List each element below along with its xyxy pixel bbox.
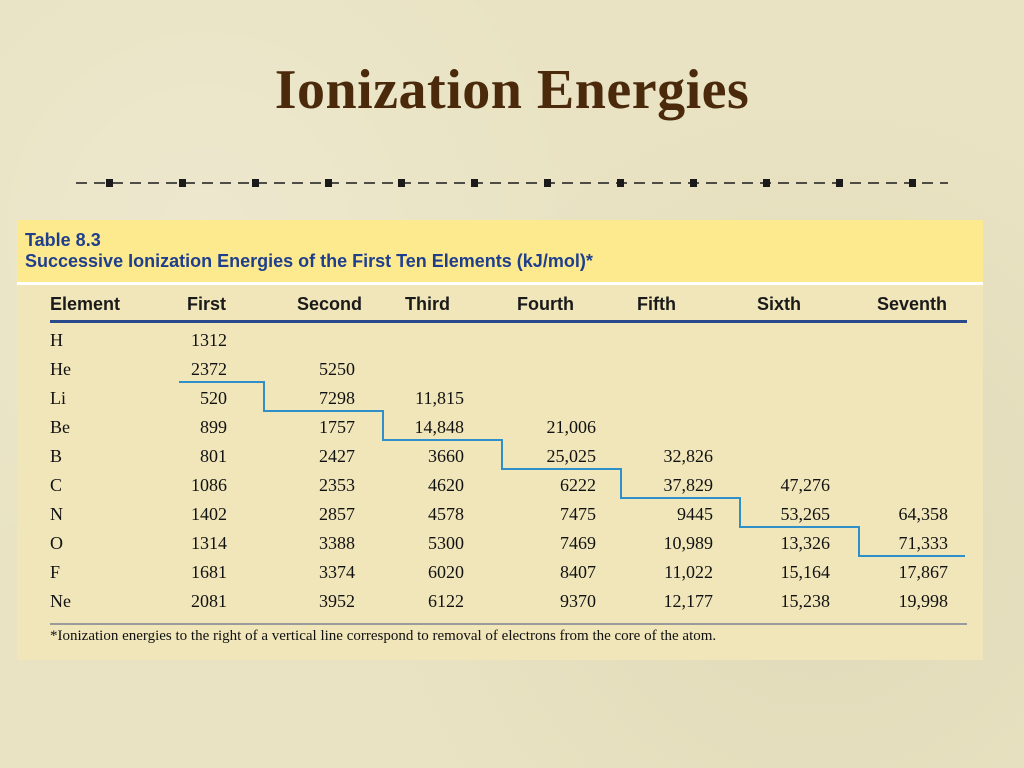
ionization-value: 9370 — [560, 591, 596, 611]
ionization-value: 520 — [200, 388, 227, 408]
element-symbol: H — [50, 330, 63, 350]
slide-title: Ionization Energies — [274, 59, 750, 121]
column-header-third: Third — [405, 294, 450, 314]
divider-marker — [617, 179, 624, 187]
table-footnote: *Ionization energies to the right of a v… — [50, 628, 717, 644]
ionization-value: 15,238 — [780, 591, 831, 611]
element-symbol: Ne — [50, 591, 71, 611]
column-header-fourth: Fourth — [517, 294, 574, 314]
column-header-element: Element — [50, 294, 121, 314]
divider-marker — [690, 179, 697, 187]
ionization-value: 2427 — [319, 446, 355, 466]
element-symbol: N — [50, 504, 63, 524]
ionization-value: 19,998 — [898, 591, 949, 611]
table-number: Table 8.3 — [25, 230, 101, 250]
divider-marker — [106, 179, 113, 187]
column-header-sixth: Sixth — [757, 294, 802, 314]
ionization-value: 15,164 — [780, 562, 831, 582]
ionization-value: 64,358 — [898, 504, 949, 524]
decorative-divider — [76, 179, 948, 187]
ionization-value: 1402 — [191, 504, 227, 524]
ionization-value: 9445 — [677, 504, 713, 524]
ionization-value: 25,025 — [546, 446, 597, 466]
ionization-value: 13,326 — [780, 533, 831, 553]
element-symbol: O — [50, 533, 63, 553]
ionization-value: 6222 — [560, 475, 596, 495]
divider-marker — [763, 179, 770, 187]
ionization-value: 3660 — [428, 446, 464, 466]
divider-marker — [544, 179, 551, 187]
ionization-value: 12,177 — [663, 591, 714, 611]
ionization-value: 2353 — [319, 475, 355, 495]
ionization-value: 37,829 — [663, 475, 714, 495]
ionization-value: 3374 — [319, 562, 355, 582]
divider-marker — [179, 179, 186, 187]
ionization-value: 53,265 — [780, 504, 831, 524]
ionization-value: 7475 — [560, 504, 596, 524]
divider-marker — [909, 179, 916, 187]
column-header-fifth: Fifth — [637, 294, 676, 314]
table-panel: Table 8.3 Successive Ionization Energies… — [17, 220, 983, 660]
core-electron-stair-line — [179, 381, 965, 557]
ionization-value: 8407 — [560, 562, 596, 582]
ionization-value: 21,006 — [546, 417, 597, 437]
ionization-value: 7469 — [560, 533, 596, 553]
ionization-value: 1681 — [191, 562, 227, 582]
table-caption: Successive Ionization Energies of the Fi… — [25, 251, 593, 271]
divider-marker — [325, 179, 332, 187]
ionization-value: 3952 — [319, 591, 355, 611]
ionization-value: 17,867 — [898, 562, 949, 582]
ionization-value: 32,826 — [663, 446, 714, 466]
ionization-value: 1312 — [191, 330, 227, 350]
ionization-value: 6122 — [428, 591, 464, 611]
element-symbol: Li — [50, 388, 66, 408]
ionization-value: 11,815 — [415, 388, 464, 408]
divider-marker — [471, 179, 478, 187]
ionization-value: 1757 — [319, 417, 355, 437]
divider-marker — [398, 179, 405, 187]
column-header-seventh: Seventh — [877, 294, 948, 314]
ionization-value: 3388 — [319, 533, 355, 553]
element-symbol: Be — [50, 417, 70, 437]
ionization-value: 801 — [200, 446, 227, 466]
element-symbol: F — [50, 562, 61, 582]
footer-rule — [50, 623, 967, 625]
ionization-value: 2081 — [191, 591, 227, 611]
ionization-value: 4620 — [428, 475, 464, 495]
divider-marker — [836, 179, 843, 187]
element-symbol: He — [50, 359, 71, 379]
ionization-value: 2857 — [319, 504, 355, 524]
ionization-value: 5250 — [319, 359, 355, 379]
ionization-value: 2372 — [191, 359, 227, 379]
column-header-first: First — [187, 294, 227, 314]
ionization-value: 4578 — [428, 504, 464, 524]
ionization-value: 5300 — [428, 533, 464, 553]
divider-marker — [252, 179, 259, 187]
ionization-value: 7298 — [319, 388, 355, 408]
ionization-value: 14,848 — [414, 417, 465, 437]
ionization-value: 47,276 — [780, 475, 831, 495]
ionization-value: 10,989 — [663, 533, 714, 553]
ionization-value: 11,022 — [664, 562, 713, 582]
ionization-value: 6020 — [428, 562, 464, 582]
table-header-band: Table 8.3 Successive Ionization Energies… — [17, 220, 983, 285]
ionization-value: 1086 — [191, 475, 227, 495]
ionization-value: 71,333 — [898, 533, 949, 553]
column-header-second: Second — [297, 294, 363, 314]
header-rule — [50, 320, 967, 323]
ionization-value: 899 — [200, 417, 227, 437]
element-symbol: C — [50, 475, 63, 495]
element-symbol: B — [50, 446, 63, 466]
ionization-value: 1314 — [191, 533, 227, 553]
